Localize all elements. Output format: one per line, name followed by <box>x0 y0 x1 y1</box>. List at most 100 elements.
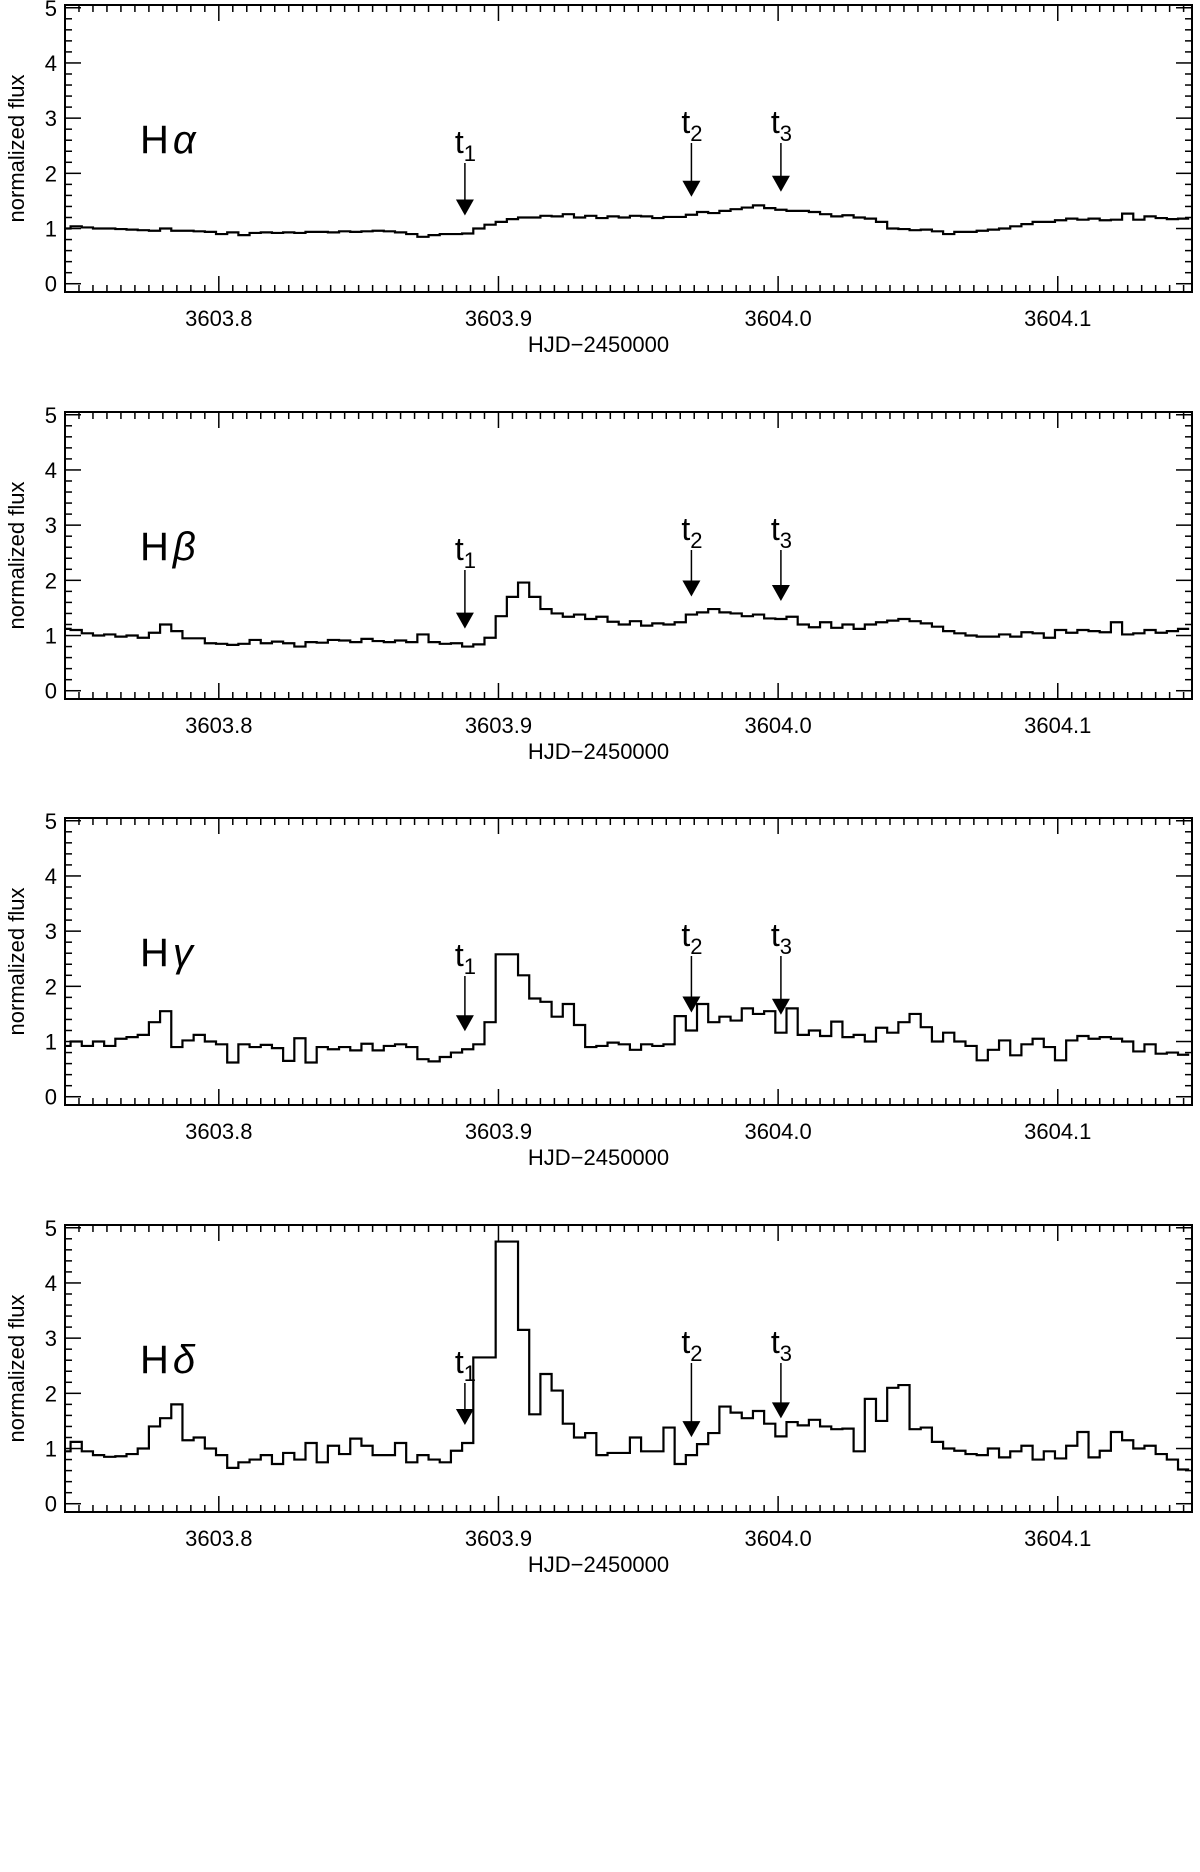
marker-label-2: t2 <box>681 1324 702 1366</box>
marker-label-letter: t <box>681 917 690 953</box>
panel-2: 3603.8 3603.9 3604.0 3604.1 0 1 2 3 4 5 HJD−245000… <box>4 403 1193 764</box>
marker-label-letter: t <box>455 124 464 160</box>
marker-arrow-head <box>771 175 790 192</box>
y-tick-label: 1 <box>45 217 57 242</box>
y-axis-label: normalized flux <box>4 75 29 223</box>
y-tick-label: 1 <box>45 624 57 649</box>
y-tick-label: 2 <box>45 974 57 999</box>
marker-label-3: t3 <box>771 511 792 553</box>
x-tick-label: 3603.8 <box>185 1119 252 1144</box>
marker-label-letter: t <box>455 1344 464 1380</box>
marker-label-subscript: 2 <box>690 1341 702 1366</box>
marker-label-1: t1 <box>455 1344 476 1386</box>
marker-label-subscript: 2 <box>690 934 702 959</box>
y-tick-label: 2 <box>45 161 57 186</box>
marker-label-subscript: 1 <box>464 548 476 573</box>
plot-frame <box>64 4 1193 293</box>
y-tick-label: 3 <box>45 1326 57 1351</box>
marker-label-3: t3 <box>771 1324 792 1366</box>
marker-label-letter: t <box>681 1324 690 1360</box>
x-tick-label: 3604.0 <box>744 1119 811 1144</box>
x-tick-label: 3603.9 <box>465 1526 532 1551</box>
y-tick-label: 4 <box>45 864 57 889</box>
y-tick-label: 5 <box>45 0 57 21</box>
y-tick-label: 2 <box>45 1381 57 1406</box>
x-axis-label: HJD−2450000 <box>528 739 669 764</box>
line-name-letter: H <box>140 1338 169 1382</box>
y-tick-label: 0 <box>45 1085 57 1110</box>
panel-4: 3603.8 3603.9 3604.0 3604.1 0 1 2 3 4 5 HJD−245000… <box>4 1216 1193 1577</box>
plot-frame <box>64 817 1193 1106</box>
marker-label-letter: t <box>771 1324 780 1360</box>
marker-label-letter: t <box>681 104 690 140</box>
x-axis-label: HJD−2450000 <box>528 332 669 357</box>
flux-series-line <box>65 204 1190 238</box>
y-tick-label: 0 <box>45 679 57 704</box>
line-name-greek: α <box>173 118 197 162</box>
marker-label-letter: t <box>771 917 780 953</box>
x-tick-label: 3604.1 <box>1024 713 1091 738</box>
marker-arrow-head <box>455 1015 474 1032</box>
marker-label-2: t2 <box>681 511 702 553</box>
y-tick-label: 5 <box>45 1216 57 1241</box>
y-tick-label: 3 <box>45 919 57 944</box>
x-tick-label: 3604.1 <box>1024 1526 1091 1551</box>
marker-label-3: t3 <box>771 917 792 959</box>
marker-label-letter: t <box>771 511 780 547</box>
marker-label-letter: t <box>455 531 464 567</box>
y-tick-label: 5 <box>45 403 57 428</box>
line-name-greek: β <box>172 525 196 569</box>
marker-label-2: t2 <box>681 104 702 146</box>
line-name-letter: H <box>140 931 169 975</box>
y-tick-label: 0 <box>45 272 57 297</box>
panel-1: 3603.8 3603.9 3604.0 3604.1 0 1 2 3 4 5 HJD−245000… <box>4 0 1193 357</box>
plot-frame <box>64 1224 1193 1513</box>
y-tick-label: 5 <box>45 809 57 834</box>
x-tick-label: 3603.8 <box>185 1526 252 1551</box>
marker-label-subscript: 1 <box>464 1361 476 1386</box>
y-tick-label: 4 <box>45 51 57 76</box>
x-tick-label: 3603.8 <box>185 713 252 738</box>
marker-label-subscript: 2 <box>690 121 702 146</box>
marker-label-subscript: 3 <box>780 121 792 146</box>
marker-arrow-head <box>455 199 474 216</box>
marker-arrow-head <box>682 1421 701 1438</box>
x-axis-label: HJD−2450000 <box>528 1552 669 1577</box>
marker-label-subscript: 3 <box>780 528 792 553</box>
y-tick-label: 4 <box>45 1271 57 1296</box>
line-name-greek: γ <box>173 931 195 975</box>
marker-label-letter: t <box>681 511 690 547</box>
flux-series-line <box>65 581 1190 648</box>
x-tick-label: 3603.9 <box>465 306 532 331</box>
marker-arrow-head <box>771 1402 790 1419</box>
y-tick-label: 3 <box>45 106 57 131</box>
marker-label-1: t1 <box>455 124 476 166</box>
y-tick-label: 3 <box>45 513 57 538</box>
marker-label-subscript: 3 <box>780 934 792 959</box>
marker-label-subscript: 1 <box>464 954 476 979</box>
marker-arrow-head <box>455 612 474 629</box>
x-tick-label: 3604.0 <box>744 713 811 738</box>
marker-label-letter: t <box>771 104 780 140</box>
marker-label-1: t1 <box>455 531 476 573</box>
x-tick-label: 3604.1 <box>1024 1119 1091 1144</box>
marker-label-3: t3 <box>771 104 792 146</box>
x-tick-label: 3604.0 <box>744 306 811 331</box>
y-tick-label: 0 <box>45 1492 57 1517</box>
marker-label-subscript: 2 <box>690 528 702 553</box>
marker-arrow-head <box>771 584 790 601</box>
line-name-letter: H <box>140 118 169 162</box>
y-axis-label: normalized flux <box>4 888 29 1036</box>
panel-3: 3603.8 3603.9 3604.0 3604.1 0 1 2 3 4 5 HJD−245000… <box>4 809 1193 1170</box>
x-tick-label: 3603.9 <box>465 713 532 738</box>
plot-frame <box>64 411 1193 700</box>
y-tick-label: 2 <box>45 568 57 593</box>
x-tick-label: 3603.9 <box>465 1119 532 1144</box>
x-tick-label: 3604.0 <box>744 1526 811 1551</box>
marker-label-subscript: 3 <box>780 1341 792 1366</box>
y-tick-label: 1 <box>45 1030 57 1055</box>
